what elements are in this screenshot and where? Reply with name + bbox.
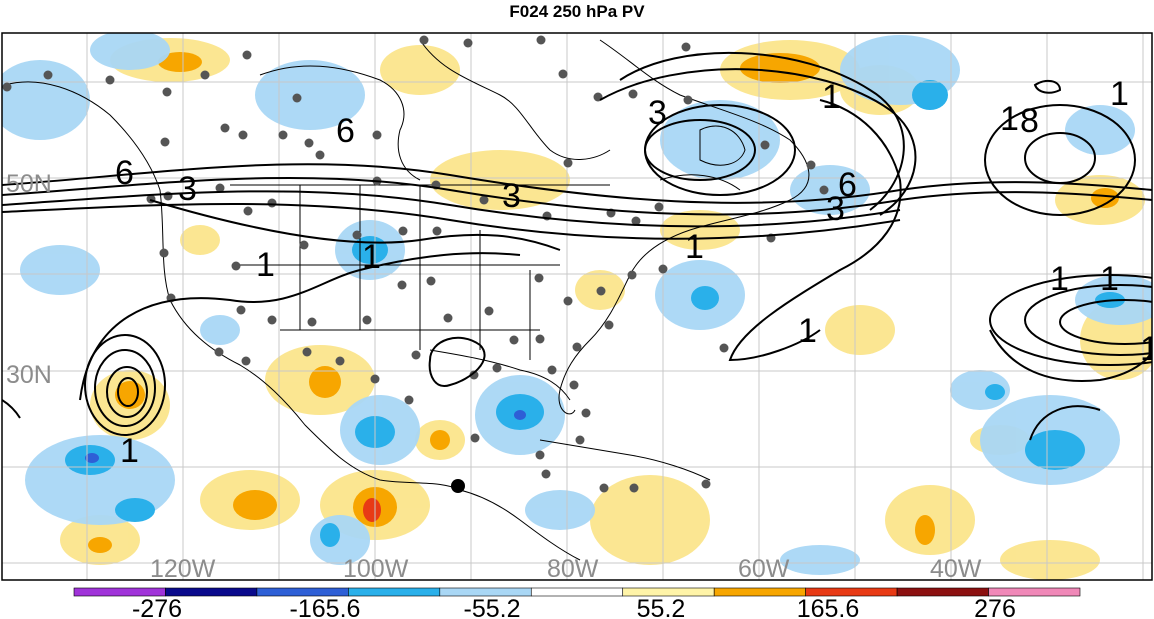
colorbar-swatch xyxy=(713,587,806,597)
map-background xyxy=(2,33,1152,580)
colorbar-label: -55.2 xyxy=(464,595,521,619)
contour-label: 6 xyxy=(115,154,134,192)
contour-label: 1 xyxy=(362,238,381,276)
station-markers xyxy=(2,35,829,493)
contour-label: 1 xyxy=(1100,260,1119,298)
contour-label: 3 xyxy=(502,177,521,215)
latitude-labels: 50N 30N xyxy=(6,170,52,389)
colorbar-label: 276 xyxy=(974,595,1016,619)
colorbar xyxy=(73,587,1081,597)
map-frame xyxy=(1,32,1153,581)
contour-label: 6 xyxy=(838,166,857,204)
contour-label: 8 xyxy=(1020,102,1039,140)
contour-label: 1 xyxy=(256,246,275,284)
contour-label: 3 xyxy=(178,170,197,208)
contour-label: 3 xyxy=(648,94,667,132)
latitude-label-30n: 30N xyxy=(6,361,52,389)
longitude-label-60w: 60W xyxy=(738,555,790,583)
contour-label: 3 xyxy=(826,190,845,228)
contour-label: 1 xyxy=(120,432,139,470)
colorbar-swatch xyxy=(530,587,624,597)
contour-label: 1 xyxy=(798,312,817,350)
pv-contours xyxy=(2,51,1152,441)
peak-positive-pv-shading xyxy=(363,498,381,522)
highlighted-station-marker xyxy=(451,479,465,493)
latitude-label-50n: 50N xyxy=(6,170,52,198)
longitude-label-40w: 40W xyxy=(930,555,982,583)
longitude-label-100w: 100W xyxy=(343,555,409,583)
lat-lon-grid xyxy=(2,33,1152,580)
contour-label: 1 xyxy=(822,78,841,116)
colorbar-swatch xyxy=(988,587,1081,597)
peak-negative-pv-shading xyxy=(85,410,526,463)
colorbar-label: -276 xyxy=(132,595,182,619)
colorbar-labels: -276 -165.6 -55.2 55.2 165.6 276 xyxy=(132,595,1016,619)
pv-contour-labels: 6 3 6 3 1 1 1 1 3 6 1 1 3 1 1 1 8 1 1 xyxy=(115,75,1154,470)
longitude-labels: 120W 100W 80W 60W 40W xyxy=(150,555,982,583)
contour-label: 1 xyxy=(1050,260,1069,298)
contour-label: 1 xyxy=(1140,330,1154,368)
contour-label: 1 xyxy=(1110,75,1129,113)
contour-label: 1 xyxy=(685,228,704,266)
colorbar-label: -165.6 xyxy=(290,595,361,619)
longitude-label-80w: 80W xyxy=(547,555,599,583)
colorbar-label: 165.6 xyxy=(797,595,860,619)
colorbar-label: 55.2 xyxy=(637,595,686,619)
contour-label: 6 xyxy=(336,112,355,150)
contour-label: 1 xyxy=(1000,100,1019,138)
longitude-label-120w: 120W xyxy=(150,555,216,583)
colorbar-swatch xyxy=(348,587,441,597)
map-title: F024 250 hPa PV xyxy=(509,2,645,21)
